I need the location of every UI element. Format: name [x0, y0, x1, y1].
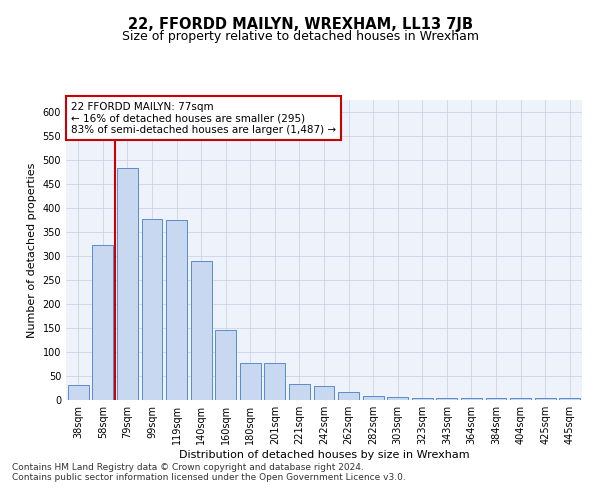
Bar	[362, 396, 383, 400]
Text: Size of property relative to detached houses in Wrexham: Size of property relative to detached ho…	[121, 30, 479, 43]
Text: Contains public sector information licensed under the Open Government Licence v3: Contains public sector information licen…	[12, 474, 406, 482]
Bar	[215, 330, 236, 400]
Bar	[117, 168, 138, 400]
Bar	[92, 245, 113, 400]
Bar	[142, 219, 163, 400]
Bar	[412, 398, 433, 400]
Bar	[436, 398, 457, 400]
Bar	[510, 398, 531, 400]
X-axis label: Distribution of detached houses by size in Wrexham: Distribution of detached houses by size …	[179, 450, 469, 460]
Bar	[265, 363, 286, 400]
Bar	[535, 398, 556, 400]
Bar	[68, 384, 89, 400]
Bar	[289, 384, 310, 400]
Bar	[166, 220, 187, 400]
Bar	[240, 363, 261, 400]
Bar	[387, 396, 408, 400]
Text: 22 FFORDD MAILYN: 77sqm
← 16% of detached houses are smaller (295)
83% of semi-d: 22 FFORDD MAILYN: 77sqm ← 16% of detache…	[71, 102, 336, 134]
Bar	[559, 398, 580, 400]
Bar	[314, 386, 334, 400]
Y-axis label: Number of detached properties: Number of detached properties	[27, 162, 37, 338]
Text: Contains HM Land Registry data © Crown copyright and database right 2024.: Contains HM Land Registry data © Crown c…	[12, 464, 364, 472]
Bar	[191, 261, 212, 400]
Text: 22, FFORDD MAILYN, WREXHAM, LL13 7JB: 22, FFORDD MAILYN, WREXHAM, LL13 7JB	[128, 18, 473, 32]
Bar	[338, 392, 359, 400]
Bar	[461, 398, 482, 400]
Bar	[485, 398, 506, 400]
